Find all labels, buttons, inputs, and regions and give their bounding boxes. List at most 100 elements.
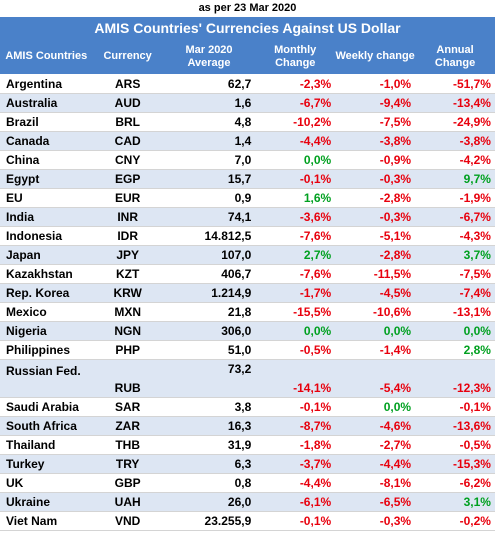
country-cell: Argentina	[6, 77, 63, 91]
average-cell: 14.812,5	[204, 229, 252, 243]
monthly-change-cell: -4,4%	[299, 476, 332, 490]
header-currency: Currency	[103, 50, 152, 62]
currency-cell: GBP	[114, 476, 141, 490]
weekly-change-cell: -4,6%	[379, 419, 412, 433]
annual-change-cell: -6,7%	[459, 210, 491, 224]
currency-cell: IDR	[117, 229, 138, 243]
currency-cell: VND	[114, 514, 141, 528]
weekly-change-cell: -11,5%	[373, 267, 412, 281]
average-cell: 15,7	[227, 172, 252, 186]
table-title: AMIS Countries' Currencies Against US Do…	[94, 20, 401, 36]
annual-change-cell: 2,8%	[463, 343, 491, 357]
annual-change-cell: -0,5%	[459, 438, 491, 452]
average-cell: 107,0	[221, 248, 252, 262]
country-cell: Ukraine	[6, 495, 51, 509]
monthly-change-cell: -10,2%	[293, 115, 332, 129]
weekly-change-cell: -2,8%	[379, 248, 412, 262]
monthly-change-cell: 0,0%	[303, 324, 332, 338]
table-row: Indonesia IDR 14.812,5 -7,6% -5,1% -4,3%	[0, 227, 495, 246]
table-row: Viet Nam VND 23.255,9 -0,1% -0,3% -0,2%	[0, 512, 495, 531]
currency-cell: KZT	[116, 267, 140, 281]
average-cell: 31,9	[227, 438, 252, 452]
annual-change-cell: -12,3%	[452, 381, 491, 395]
weekly-change-cell: 0,0%	[383, 324, 412, 338]
average-cell: 26,0	[227, 495, 252, 509]
annual-change-cell: -24,9%	[452, 115, 491, 129]
table-row: India INR 74,1 -3,6% -0,3% -6,7%	[0, 208, 495, 227]
weekly-change-cell: -0,3%	[379, 172, 412, 186]
monthly-change-cell: 0,0%	[303, 153, 332, 167]
weekly-change-cell: -9,4%	[379, 96, 412, 110]
monthly-change-cell: -6,7%	[299, 96, 332, 110]
weekly-change-cell: -2,8%	[379, 191, 412, 205]
header-annual-change: Annual Change	[434, 43, 476, 69]
header-country: AMIS Countries	[5, 50, 88, 62]
table-row: Thailand THB 31,9 -1,8% -2,7% -0,5%	[0, 436, 495, 455]
table-body: Argentina ARS 62,7 -2,3% -1,0% -51,7% Australi…	[0, 75, 495, 531]
country-cell: Canada	[6, 134, 50, 148]
country-cell: China	[6, 153, 40, 167]
table-row: EU EUR 0,9 1,6% -2,8% -1,9%	[0, 189, 495, 208]
column-headers: AMIS Countries Currency Mar 2020 Average…	[0, 39, 495, 74]
annual-change-cell: 3,7%	[463, 248, 491, 262]
table-row: Canada CAD 1,4 -4,4% -3,8% -3,8%	[0, 132, 495, 151]
annual-change-cell: 3,1%	[463, 495, 491, 509]
annual-change-cell: -3,8%	[459, 134, 491, 148]
weekly-change-cell: -10,6%	[373, 305, 412, 319]
country-cell: Saudi Arabia	[6, 400, 79, 414]
monthly-change-cell: -6,1%	[299, 495, 332, 509]
currency-cell: SAR	[114, 400, 141, 414]
currency-cell: EGP	[114, 172, 141, 186]
country-cell: India	[6, 210, 35, 224]
weekly-change-cell: -5,4%	[379, 381, 412, 395]
average-cell: 21,8	[227, 305, 252, 319]
table-row: China CNY 7,0 0,0% -0,9% -4,2%	[0, 151, 495, 170]
annual-change-cell: 0,0%	[463, 324, 491, 338]
currency-cell: BRL	[115, 115, 140, 129]
weekly-change-cell: -5,1%	[379, 229, 412, 243]
annual-change-cell: -0,1%	[459, 400, 491, 414]
country-cell: Mexico	[6, 305, 47, 319]
country-cell: Nigeria	[6, 324, 47, 338]
monthly-change-cell: -7,6%	[299, 229, 332, 243]
currency-cell: EUR	[114, 191, 141, 205]
country-cell: Brazil	[6, 115, 39, 129]
header-average: Mar 2020 Average	[185, 43, 233, 69]
country-cell: Indonesia	[6, 229, 63, 243]
table-row: Japan JPY 107,0 2,7% -2,8% 3,7%	[0, 246, 495, 265]
average-cell: 1,4	[234, 134, 252, 148]
currency-cell: ZAR	[115, 419, 140, 433]
average-cell: 0,8	[234, 476, 252, 490]
currency-cell: CAD	[114, 134, 141, 148]
annual-change-cell: -6,2%	[459, 476, 491, 490]
annual-change-cell: -1,9%	[459, 191, 491, 205]
country-cell: Australia	[6, 96, 58, 110]
monthly-change-cell: -3,6%	[299, 210, 332, 224]
annual-change-cell: -51,7%	[452, 77, 491, 91]
annual-change-cell: -4,3%	[459, 229, 491, 243]
table-row: Brazil BRL 4,8 -10,2% -7,5% -24,9%	[0, 113, 495, 132]
average-cell: 1.214,9	[211, 286, 252, 300]
currency-cell: INR	[117, 210, 138, 224]
monthly-change-cell: -0,1%	[299, 514, 332, 528]
annual-change-cell: -13,4%	[452, 96, 491, 110]
as-of-date: as per 23 Mar 2020	[198, 2, 297, 14]
country-cell: Thailand	[6, 438, 56, 452]
annual-change-cell: -0,2%	[459, 514, 491, 528]
weekly-change-cell: -1,0%	[379, 77, 412, 91]
monthly-change-cell: -3,7%	[299, 457, 332, 471]
monthly-change-cell: -14,1%	[293, 381, 332, 395]
table-row: Egypt EGP 15,7 -0,1% -0,3% 9,7%	[0, 170, 495, 189]
table-row: UK GBP 0,8 -4,4% -8,1% -6,2%	[0, 474, 495, 493]
country-cell: Japan	[6, 248, 41, 262]
table-row: Saudi Arabia SAR 3,8 -0,1% 0,0% -0,1%	[0, 398, 495, 417]
currency-cell: UAH	[114, 495, 141, 509]
weekly-change-cell: -1,4%	[379, 343, 412, 357]
weekly-change-cell: -6,5%	[379, 495, 412, 509]
annual-change-cell: -13,1%	[452, 305, 491, 319]
weekly-change-cell: -7,5%	[379, 115, 412, 129]
monthly-change-cell: -4,4%	[299, 134, 332, 148]
country-cell: Kazakhstan	[6, 267, 73, 281]
weekly-change-cell: -3,8%	[379, 134, 412, 148]
